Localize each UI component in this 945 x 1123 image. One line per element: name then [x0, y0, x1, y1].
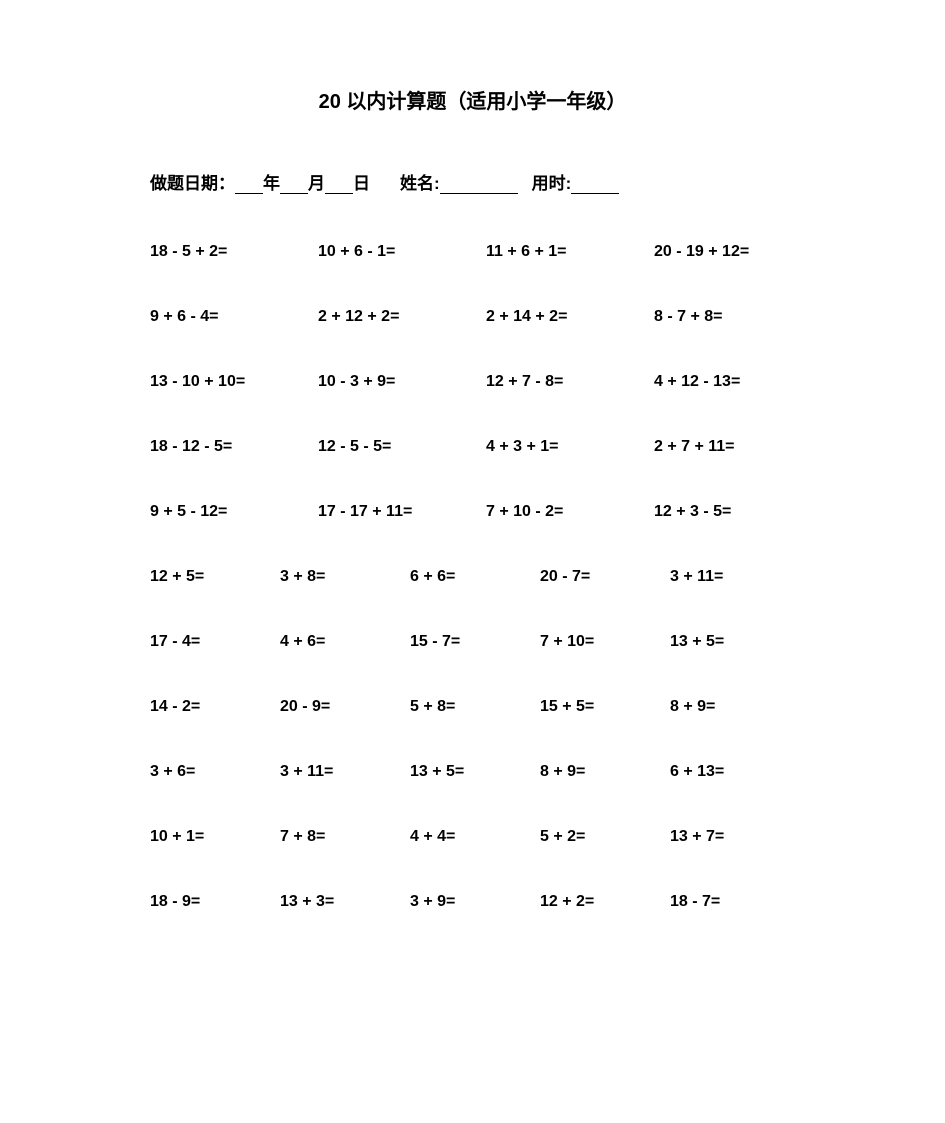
problem-cell: 13 + 5=	[670, 634, 800, 650]
problem-cell: 20 - 7=	[540, 569, 670, 585]
problem-row: 18 - 12 - 5= 12 - 5 - 5= 4 + 3 + 1= 2 + …	[150, 439, 795, 455]
problem-row: 3 + 6= 3 + 11= 13 + 5= 8 + 9= 6 + 13=	[150, 764, 795, 780]
problem-row: 14 - 2= 20 - 9= 5 + 8= 15 + 5= 8 + 9=	[150, 699, 795, 715]
problem-cell: 18 - 12 - 5=	[150, 439, 318, 455]
problem-cell: 17 - 4=	[150, 634, 280, 650]
problem-cell: 12 + 7 - 8=	[486, 374, 654, 390]
problem-cell: 8 - 7 + 8=	[654, 309, 822, 325]
problem-cell: 13 + 5=	[410, 764, 540, 780]
problem-cell: 3 + 6=	[150, 764, 280, 780]
problem-cell: 2 + 14 + 2=	[486, 309, 654, 325]
problem-cell: 10 + 1=	[150, 829, 280, 845]
problem-cell: 13 + 7=	[670, 829, 800, 845]
problem-cell: 20 - 19 + 12=	[654, 244, 822, 260]
problem-cell: 10 - 3 + 9=	[318, 374, 486, 390]
problem-cell: 8 + 9=	[670, 699, 800, 715]
problem-cell: 18 - 9=	[150, 894, 280, 910]
problem-cell: 15 - 7=	[410, 634, 540, 650]
meta-line: 做题日期： 年 月 日 姓名: 用时:	[150, 169, 795, 194]
problem-cell: 5 + 8=	[410, 699, 540, 715]
problem-cell: 5 + 2=	[540, 829, 670, 845]
problem-cell: 12 + 3 - 5=	[654, 504, 822, 520]
label-time: 用时:	[532, 174, 572, 193]
problem-cell: 2 + 12 + 2=	[318, 309, 486, 325]
problem-cell: 2 + 7 + 11=	[654, 439, 822, 455]
problem-row: 10 + 1= 7 + 8= 4 + 4= 5 + 2= 13 + 7=	[150, 829, 795, 845]
problem-cell: 4 + 6=	[280, 634, 410, 650]
problem-cell: 8 + 9=	[540, 764, 670, 780]
problem-cell: 12 + 5=	[150, 569, 280, 585]
problem-cell: 18 - 7=	[670, 894, 800, 910]
blank-name	[440, 175, 518, 194]
problem-cell: 7 + 10 - 2=	[486, 504, 654, 520]
problem-cell: 9 + 6 - 4=	[150, 309, 318, 325]
problem-cell: 6 + 6=	[410, 569, 540, 585]
problem-cell: 7 + 10=	[540, 634, 670, 650]
problem-cell: 6 + 13=	[670, 764, 800, 780]
problem-cell: 13 + 3=	[280, 894, 410, 910]
problem-cell: 10 + 6 - 1=	[318, 244, 486, 260]
blank-time	[571, 175, 619, 194]
problem-cell: 7 + 8=	[280, 829, 410, 845]
problem-row: 9 + 6 - 4= 2 + 12 + 2= 2 + 14 + 2= 8 - 7…	[150, 309, 795, 325]
problem-row: 9 + 5 - 12= 17 - 17 + 11= 7 + 10 - 2= 12…	[150, 504, 795, 520]
problem-cell: 3 + 8=	[280, 569, 410, 585]
problem-cell: 20 - 9=	[280, 699, 410, 715]
problem-row: 17 - 4= 4 + 6= 15 - 7= 7 + 10= 13 + 5=	[150, 634, 795, 650]
problem-cell: 4 + 3 + 1=	[486, 439, 654, 455]
blank-day	[325, 175, 353, 194]
problem-row: 18 - 5 + 2= 10 + 6 - 1= 11 + 6 + 1= 20 -…	[150, 244, 795, 260]
worksheet-page: 20 以内计算题（适用小学一年级） 做题日期： 年 月 日 姓名: 用时: 18 - 5 …	[0, 0, 945, 1123]
problem-row: 13 - 10 + 10= 10 - 3 + 9= 12 + 7 - 8= 4 …	[150, 374, 795, 390]
problem-cell: 3 + 11=	[670, 569, 800, 585]
problems-container: 18 - 5 + 2= 10 + 6 - 1= 11 + 6 + 1= 20 -…	[150, 244, 795, 910]
unit-year: 年	[263, 174, 280, 193]
problem-cell: 15 + 5=	[540, 699, 670, 715]
problem-cell: 3 + 11=	[280, 764, 410, 780]
unit-day: 日	[353, 174, 370, 193]
problem-cell: 12 - 5 - 5=	[318, 439, 486, 455]
unit-month: 月	[308, 174, 325, 193]
problem-row: 18 - 9= 13 + 3= 3 + 9= 12 + 2= 18 - 7=	[150, 894, 795, 910]
problem-cell: 3 + 9=	[410, 894, 540, 910]
problem-cell: 17 - 17 + 11=	[318, 504, 486, 520]
problem-cell: 14 - 2=	[150, 699, 280, 715]
problem-cell: 13 - 10 + 10=	[150, 374, 318, 390]
problem-cell: 12 + 2=	[540, 894, 670, 910]
problem-cell: 18 - 5 + 2=	[150, 244, 318, 260]
problem-cell: 4 + 12 - 13=	[654, 374, 822, 390]
label-name: 姓名:	[400, 174, 440, 193]
page-title: 20 以内计算题（适用小学一年级）	[150, 85, 795, 114]
blank-month	[280, 175, 308, 194]
label-date: 做题日期：	[150, 174, 235, 193]
problem-row: 12 + 5= 3 + 8= 6 + 6= 20 - 7= 3 + 11=	[150, 569, 795, 585]
problem-cell: 9 + 5 - 12=	[150, 504, 318, 520]
problem-cell: 11 + 6 + 1=	[486, 244, 654, 260]
blank-leading	[235, 175, 263, 194]
problem-cell: 4 + 4=	[410, 829, 540, 845]
